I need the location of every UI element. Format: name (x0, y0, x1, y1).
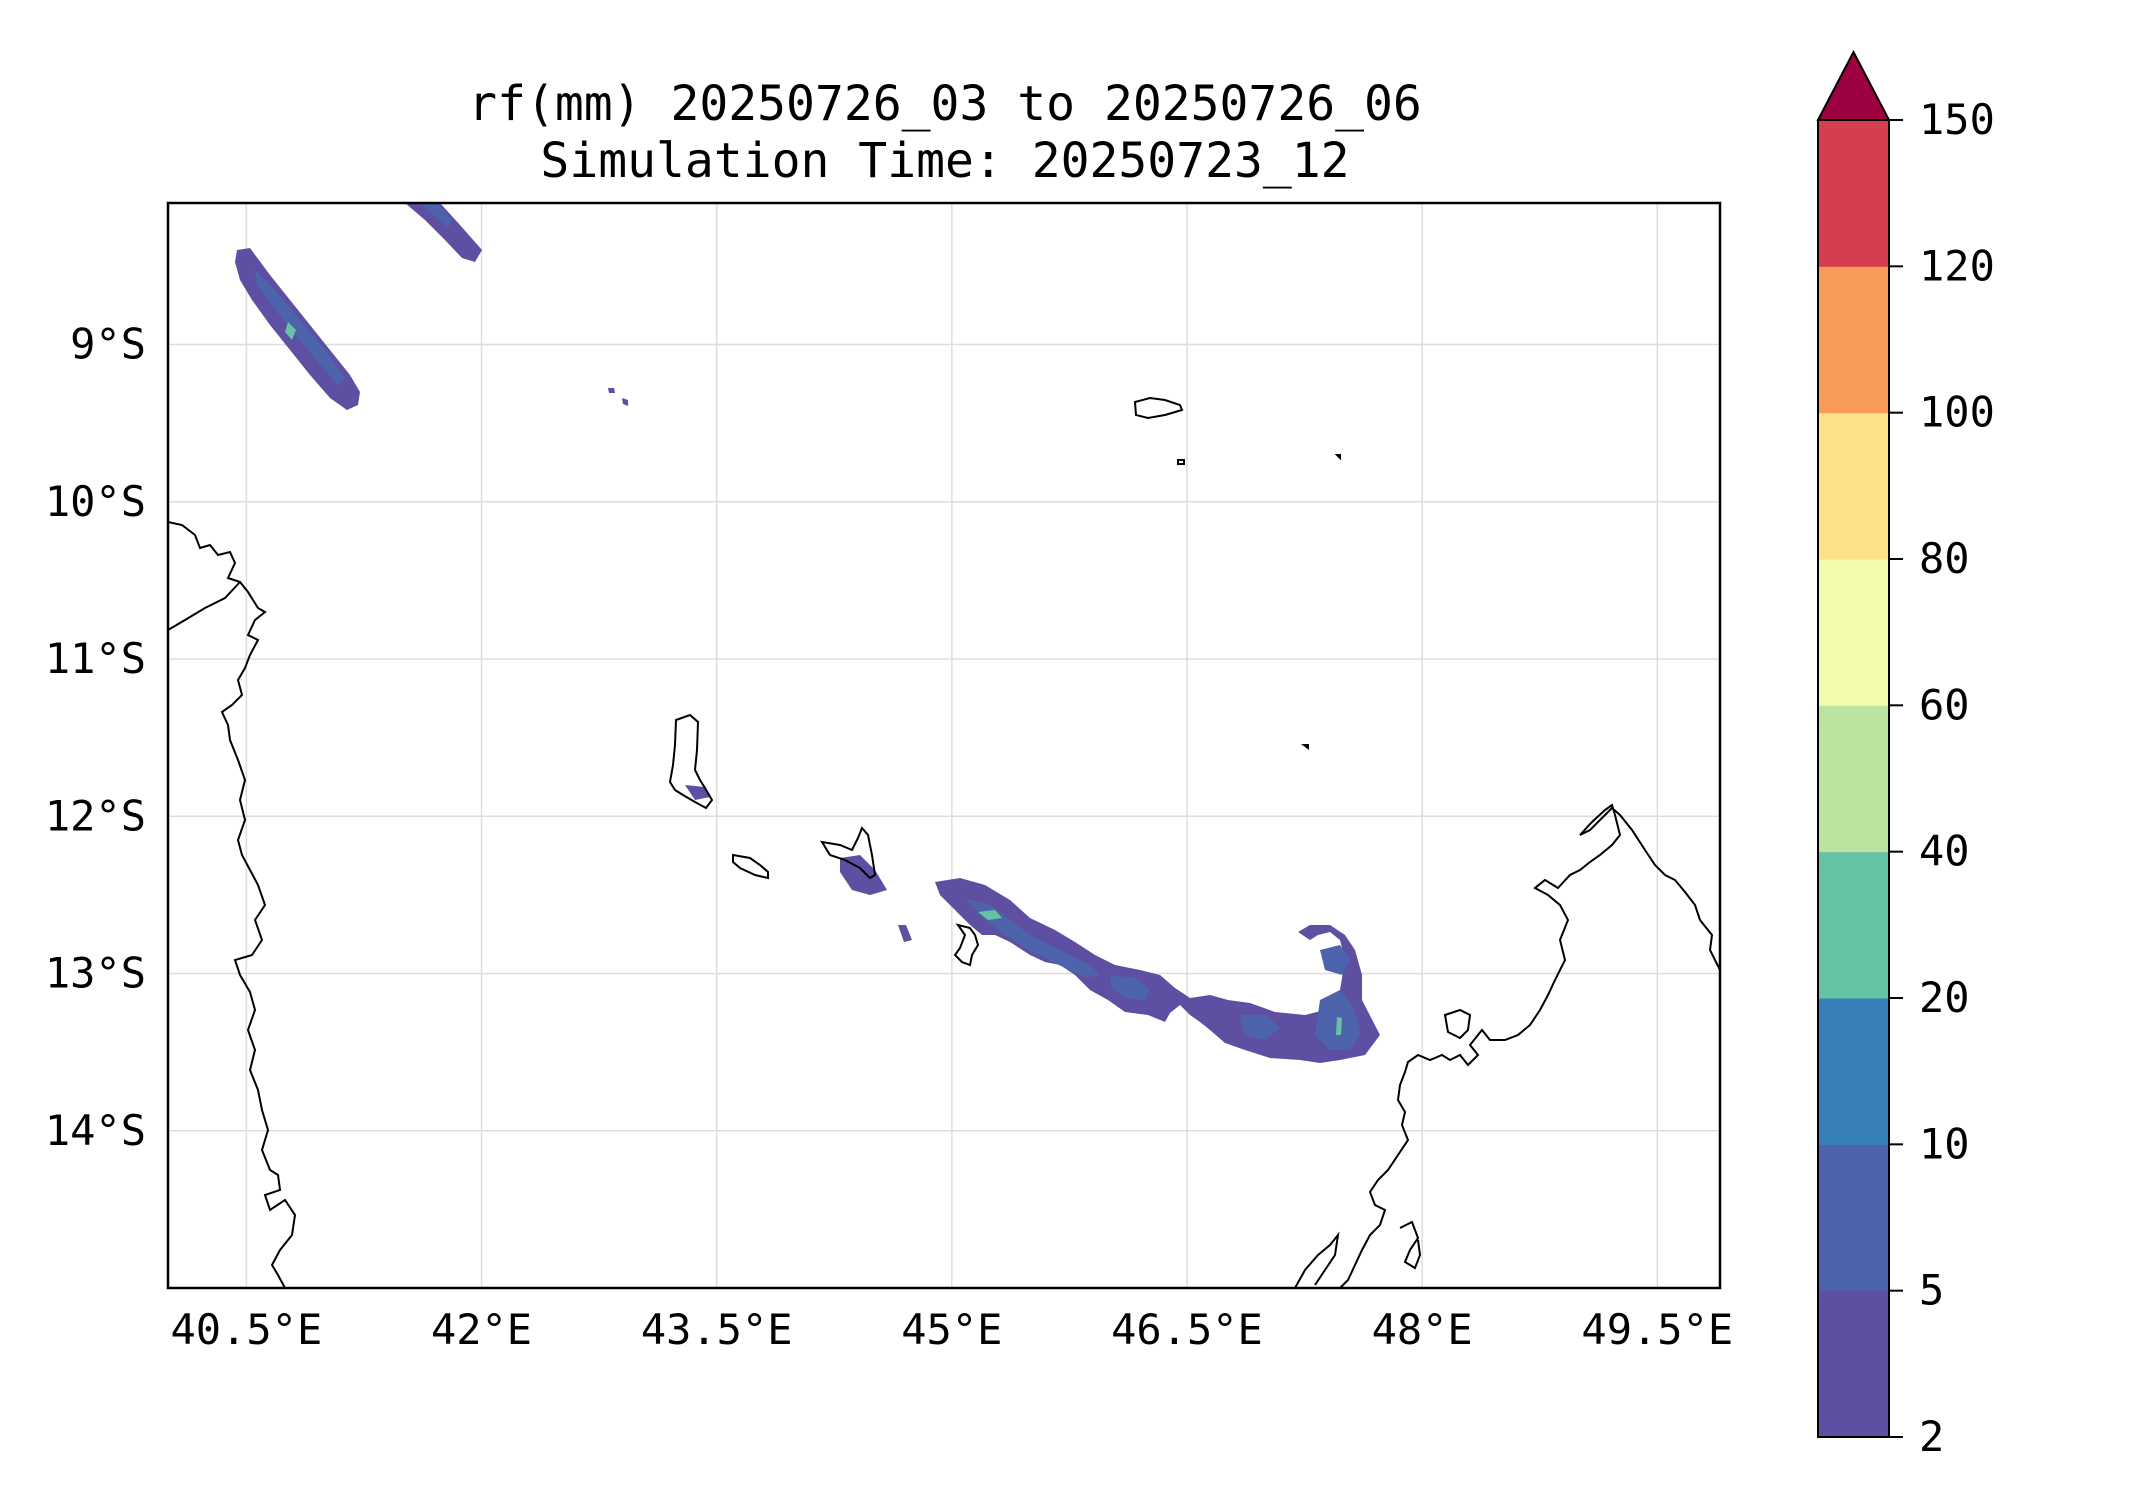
longitude-tick-labels: 40.5°E 42°E 43.5°E 45°E 46.5°E 48°E 49.5°E (171, 1305, 1734, 1354)
rain-speck (622, 398, 628, 406)
colorbar-segment (1818, 1144, 1889, 1292)
colorbar-segment (1818, 412, 1889, 560)
rainfall-areas (235, 203, 1380, 1063)
rain-area-small (685, 785, 710, 800)
latitude-tick-label: 14°S (45, 1106, 146, 1155)
coastlines (167, 396, 1721, 1289)
rain-band-northwest-core (255, 270, 345, 385)
coastline-island-nosy-be (1443, 1008, 1472, 1040)
colorbar-segment (1818, 120, 1889, 267)
coastline-madagascar-sw (1294, 1231, 1340, 1289)
map-frame (166, 201, 1722, 1290)
colorbar-tick-label: 100 (1919, 388, 1995, 437)
rain-band-south-peak (1336, 1017, 1342, 1035)
colorbar-tick-label: 20 (1919, 973, 1970, 1022)
coastline-islet (1301, 744, 1309, 750)
colorbar-tick-label: 120 (1919, 241, 1995, 290)
rain-band-northwest-peak (285, 322, 296, 340)
longitude-tick-label: 45°E (901, 1305, 1002, 1354)
colorbar-tick-label: 10 (1919, 1119, 1970, 1168)
colorbar-segment (1818, 559, 1889, 706)
latitude-tick-label: 11°S (45, 634, 146, 683)
rain-band-south-core (1240, 1015, 1280, 1040)
colorbar-segment (1818, 266, 1889, 414)
rain-band-south-core (1110, 975, 1150, 1000)
colorbar-tick-label: 60 (1919, 680, 1970, 729)
colorbar-outline (1817, 119, 1890, 1438)
coastline-island-grande-comore (668, 713, 714, 810)
rain-band-south (935, 878, 1380, 1063)
longitude-tick-label: 49.5°E (1581, 1305, 1733, 1354)
longitude-tick-label: 40.5°E (171, 1305, 323, 1354)
rain-band-north (405, 203, 482, 262)
colorbar-tick-label: 2 (1919, 1412, 1944, 1461)
latitude-tick-labels: 9°S 10°S 11°S 12°S 13°S 14°S (45, 320, 146, 1155)
coastline-island-anjouan (819, 826, 877, 880)
rain-band-north-core (420, 203, 452, 228)
latitude-tick-label: 12°S (45, 791, 146, 840)
coastline-madagascar-north (1339, 803, 1721, 1289)
latitude-tick-label: 10°S (45, 477, 146, 526)
longitude-tick-label: 46.5°E (1111, 1305, 1263, 1354)
colorbar: 2 5 10 20 40 60 80 100 120 150 (1816, 49, 1995, 1461)
colorbar-extend-arrow (1816, 49, 1891, 121)
coastline-islet (1334, 454, 1341, 461)
colorbar-tick-label: 40 (1919, 827, 1970, 876)
colorbar-segment (1818, 1290, 1889, 1438)
colorbar-tick-label: 150 (1919, 95, 1995, 144)
rain-speck (608, 388, 615, 393)
latitude-tick-label: 9°S (70, 320, 146, 369)
coastline-mainland-west-bay (167, 581, 241, 631)
coastline-islet (1177, 459, 1185, 465)
latitude-tick-label: 13°S (45, 949, 146, 998)
colorbar-segment (1818, 851, 1889, 999)
colorbar-segment (1818, 998, 1889, 1145)
coastline-mainland-west (167, 521, 297, 1289)
coastline-madagascar-bay (1399, 1220, 1422, 1270)
colorbar-tick-label: 80 (1919, 534, 1970, 583)
rain-band-south-core (1320, 945, 1350, 975)
colorbar-tick-label: 5 (1919, 1266, 1944, 1315)
coastline-island-glorioso (1133, 396, 1184, 420)
rain-area-small (898, 925, 912, 942)
longitude-tick-label: 42°E (431, 1305, 532, 1354)
rain-band-south-core (965, 898, 1100, 978)
coastline-island-moheli (732, 853, 769, 880)
rain-area-small (840, 855, 887, 895)
colorbar-segment (1818, 705, 1889, 853)
longitude-tick-label: 43.5°E (641, 1305, 793, 1354)
gridlines (168, 203, 1720, 1288)
map-title-line-2: Simulation Time: 20250723_12 (540, 133, 1350, 189)
coastline-island-mayotte (953, 923, 980, 967)
rain-band-south-peak (978, 910, 1002, 920)
longitude-tick-label: 48°E (1372, 1305, 1473, 1354)
map-title-line-1: rf(mm) 20250726_03 to 20250726_06 (468, 76, 1422, 132)
